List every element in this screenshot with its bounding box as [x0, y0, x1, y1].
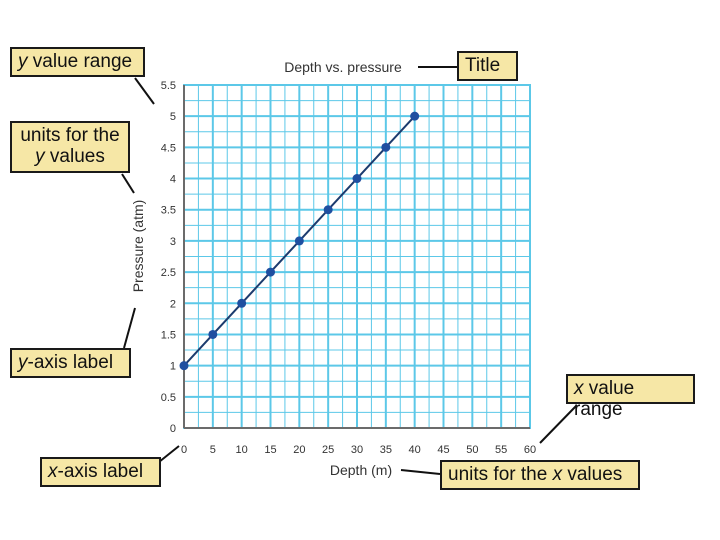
callout-var: x — [48, 461, 58, 482]
y-tick-label: 4.5 — [161, 142, 176, 154]
x-tick-label: 5 — [210, 444, 216, 456]
x-tick-label: 25 — [322, 444, 334, 456]
data-point — [179, 361, 189, 371]
x-tick-label: 0 — [181, 444, 187, 456]
callout-y-units: units for the y values — [10, 121, 130, 173]
data-point — [237, 298, 247, 308]
leader-x-range — [539, 404, 578, 444]
callout-text: -axis label — [27, 352, 114, 373]
leader-y-units — [121, 173, 135, 194]
x-tick-label: 20 — [293, 444, 305, 456]
y-tick-label: 5 — [170, 111, 176, 123]
data-point — [410, 111, 420, 121]
y-tick-labels: 0 0.5 1 1.5 2 2.5 3 3.5 4 4.5 5 5.5 — [161, 80, 176, 435]
x-tick-label: 45 — [437, 444, 449, 456]
data-point — [381, 142, 391, 152]
data-point — [266, 267, 275, 277]
x-tick-labels: 0 5 10 15 20 25 30 35 40 45 50 55 60 — [181, 444, 536, 456]
callout-x-axis-label: x-axis label — [40, 457, 161, 487]
data-point — [352, 174, 362, 184]
callout-x-units: units for the x values — [440, 460, 640, 490]
y-tick-label: 2.5 — [161, 267, 176, 279]
callout-var: y — [18, 352, 28, 373]
callout-var: x — [552, 464, 563, 485]
y-axis-label: Pressure (atm) — [130, 200, 146, 293]
callout-text: Title — [465, 55, 501, 76]
series — [179, 111, 420, 371]
callout-text: values — [44, 146, 105, 167]
callout-title: Title — [457, 51, 518, 81]
y-tick-label: 1.5 — [161, 329, 176, 341]
y-tick-label: 3 — [170, 236, 176, 248]
y-tick-label: 2 — [170, 298, 176, 310]
y-tick-label: 4 — [170, 174, 176, 186]
data-point — [323, 205, 333, 215]
callout-text: units for the — [448, 464, 553, 485]
leader-y-label — [123, 307, 136, 349]
leader-lines — [121, 66, 578, 475]
leader-y-range — [134, 77, 155, 105]
x-tick-label: 15 — [264, 444, 276, 456]
x-tick-label: 60 — [524, 444, 536, 456]
callout-y-value-range: y value range — [10, 47, 145, 77]
callout-x-value-range: x value range — [566, 374, 695, 420]
y-tick-label: 0 — [170, 423, 176, 435]
x-tick-label: 55 — [495, 444, 507, 456]
callout-var: y — [35, 146, 45, 167]
x-tick-label: 35 — [380, 444, 392, 456]
data-point — [294, 236, 304, 246]
x-tick-label: 40 — [409, 444, 421, 456]
y-tick-label: 1 — [170, 361, 176, 373]
callout-text: value range — [27, 51, 133, 72]
x-tick-label: 30 — [351, 444, 363, 456]
chart-title: Depth vs. pressure — [284, 59, 402, 75]
y-tick-label: 5.5 — [161, 80, 176, 92]
callout-var: x — [574, 378, 584, 399]
callout-text: units for the — [20, 125, 120, 146]
x-tick-label: 10 — [236, 444, 248, 456]
callout-var: y — [18, 51, 28, 72]
y-tick-label: 0.5 — [161, 392, 176, 404]
axes — [183, 85, 530, 429]
callout-text: values — [562, 464, 623, 485]
callout-y-axis-label: y-axis label — [10, 348, 131, 378]
x-axis-label: Depth (m) — [330, 462, 392, 478]
data-point — [208, 329, 218, 339]
x-tick-label: 50 — [466, 444, 478, 456]
y-tick-label: 3.5 — [161, 205, 176, 217]
callout-text: value range — [574, 378, 635, 420]
leader-x-units — [400, 469, 441, 475]
grid — [183, 84, 531, 429]
callout-text: -axis label — [57, 461, 144, 482]
